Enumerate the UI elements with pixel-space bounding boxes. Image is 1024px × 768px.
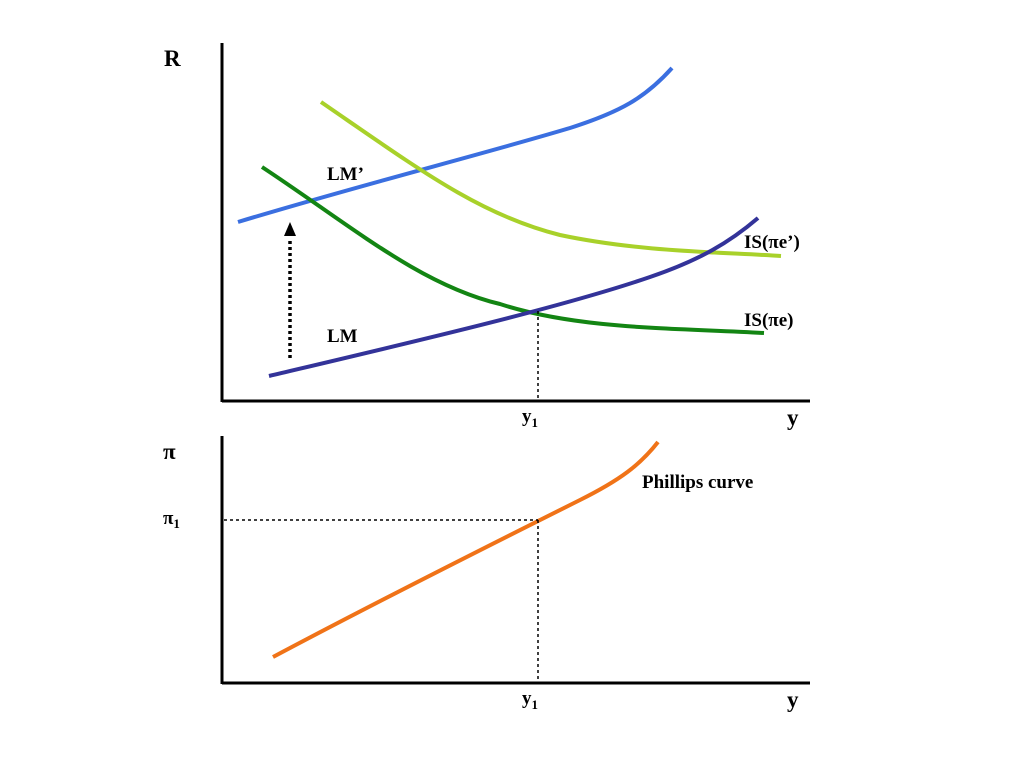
r-axis-label: R	[164, 46, 181, 71]
lm-label: LM	[327, 326, 358, 347]
y-axis-label-bottom: y	[787, 687, 799, 712]
pi-axis-label: π	[163, 439, 176, 464]
lm-shift-arrowhead	[284, 222, 296, 236]
pi1-tick-label: π1	[163, 508, 180, 531]
phillips-curve-label: Phillips curve	[642, 472, 753, 493]
phillips-panel: π y π1 y1 Phillips curve	[163, 436, 810, 712]
is-pie-label: IS(πe)	[744, 310, 793, 331]
lm-curve	[268, 216, 760, 378]
is-pie-curve	[260, 165, 765, 335]
is-pie-prime-curve	[319, 100, 782, 258]
is-pie-prime-label: IS(πe’)	[744, 232, 800, 253]
phillips-curve	[272, 440, 660, 659]
lm-prime-curve	[237, 66, 674, 224]
y1-tick-label-bottom: y1	[522, 688, 538, 712]
is-lm-panel: R y y1 LM’ IS(πe’) IS(πe) LM	[164, 43, 810, 430]
lm-prime-label: LM’	[327, 164, 364, 185]
y-axis-label-top: y	[787, 405, 799, 430]
y1-tick-label-top: y1	[522, 406, 538, 430]
